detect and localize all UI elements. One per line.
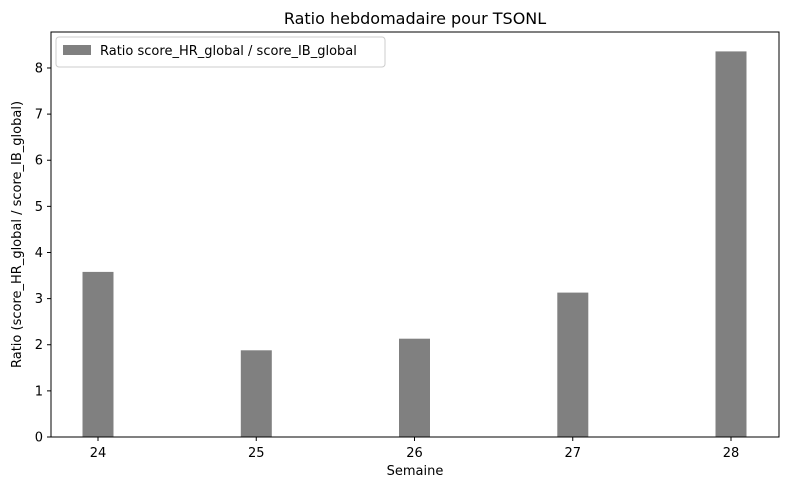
bar <box>557 292 589 437</box>
y-tick-label: 1 <box>35 384 43 399</box>
bar <box>715 51 747 438</box>
bar <box>399 338 430 437</box>
x-tick-label: 26 <box>406 446 423 461</box>
y-tick-label: 0 <box>35 431 43 446</box>
y-tick-label: 7 <box>35 108 43 123</box>
y-tick-label: 3 <box>35 292 43 307</box>
x-axis-label: Semaine <box>387 464 444 479</box>
legend-label: Ratio score_HR_global / score_IB_global <box>100 44 357 59</box>
chart-title: Ratio hebdomadaire pour TSONL <box>284 9 546 28</box>
y-tick-label: 4 <box>35 246 43 261</box>
bar <box>240 350 272 437</box>
x-tick-label: 24 <box>90 446 107 461</box>
bar <box>82 271 114 437</box>
x-axis: 24 25 26 27 28 <box>90 437 740 461</box>
x-tick-label: 27 <box>564 446 581 461</box>
x-tick-label: 28 <box>723 446 740 461</box>
y-tick-label: 8 <box>35 61 43 76</box>
bars-layer <box>82 51 747 438</box>
y-tick-label: 2 <box>35 338 43 353</box>
y-axis-label: Ratio (score_HR_global / score_IB_global… <box>10 101 25 368</box>
x-tick-label: 25 <box>248 446 265 461</box>
y-axis: 0 1 2 3 4 5 6 7 8 <box>35 61 51 446</box>
y-tick-label: 5 <box>35 200 43 215</box>
y-tick-label: 6 <box>35 154 43 169</box>
legend: Ratio score_HR_global / score_IB_global <box>55 36 386 68</box>
legend-swatch <box>63 45 91 55</box>
legend-box <box>55 36 386 68</box>
